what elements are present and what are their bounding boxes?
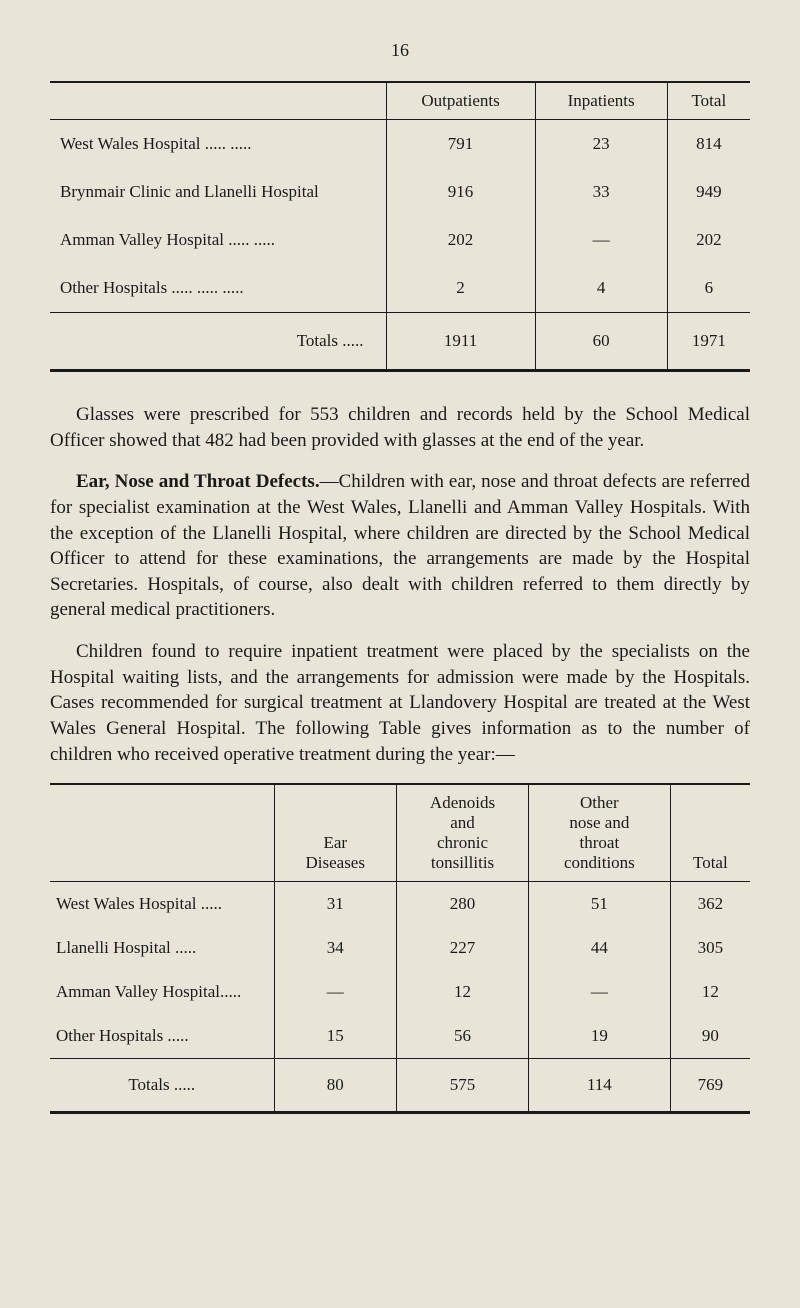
table-row: Brynmair Clinic and Llanelli Hospital 91… xyxy=(50,168,750,216)
table-row: West Wales Hospital ..... 31 280 51 362 xyxy=(50,882,750,927)
table-row: Other Hospitals ..... ..... ..... 2 4 6 xyxy=(50,264,750,313)
table-row: Llanelli Hospital ..... 34 227 44 305 xyxy=(50,926,750,970)
cell-value: 227 xyxy=(396,926,528,970)
cell-value: 280 xyxy=(396,882,528,927)
table1-header-blank xyxy=(50,82,386,120)
cell-value: 23 xyxy=(535,120,667,169)
row-label: Llanelli Hospital ..... xyxy=(50,926,274,970)
cell-value: — xyxy=(274,970,396,1014)
cell-value: 202 xyxy=(386,216,535,264)
totals-value: 60 xyxy=(535,313,667,371)
row-label: Amman Valley Hospital..... xyxy=(50,970,274,1014)
totals-value: 80 xyxy=(274,1059,396,1113)
row-label: Other Hospitals ..... ..... ..... xyxy=(50,264,386,313)
totals-value: 769 xyxy=(670,1059,750,1113)
table2-header-ear: EarDiseases xyxy=(274,784,396,882)
cell-value: 916 xyxy=(386,168,535,216)
paragraph-ear-nose-throat: Ear, Nose and Throat Defects.—Children w… xyxy=(50,469,750,623)
row-label: West Wales Hospital ..... xyxy=(50,882,274,927)
cell-value: 949 xyxy=(667,168,750,216)
cell-value: — xyxy=(529,970,671,1014)
cell-value: 12 xyxy=(396,970,528,1014)
table-row: West Wales Hospital ..... ..... 791 23 8… xyxy=(50,120,750,169)
cell-value: 791 xyxy=(386,120,535,169)
cell-value: 814 xyxy=(667,120,750,169)
cell-value: 305 xyxy=(670,926,750,970)
table1-totals-row: Totals ..... 1911 60 1971 xyxy=(50,313,750,371)
hospital-table-2: EarDiseases Adenoidsandchronictonsilliti… xyxy=(50,783,750,1114)
table-row: Amman Valley Hospital ..... ..... 202 — … xyxy=(50,216,750,264)
paragraph-glasses: Glasses were prescribed for 553 children… xyxy=(50,402,750,453)
cell-value: 33 xyxy=(535,168,667,216)
table2-header-total: Total xyxy=(670,784,750,882)
table1-header-total: Total xyxy=(667,82,750,120)
totals-value: 1971 xyxy=(667,313,750,371)
page-container: 16 Outpatients Inpatients Total West Wal… xyxy=(0,0,800,1164)
table2-header-adenoids: Adenoidsandchronictonsillitis xyxy=(396,784,528,882)
cell-value: 19 xyxy=(529,1014,671,1059)
cell-value: 90 xyxy=(670,1014,750,1059)
page-number: 16 xyxy=(50,40,750,61)
cell-value: 15 xyxy=(274,1014,396,1059)
cell-value: 202 xyxy=(667,216,750,264)
table1-header-inpatients: Inpatients xyxy=(535,82,667,120)
section-heading-bold: Ear, Nose and Throat Defects. xyxy=(76,471,320,492)
totals-value: 575 xyxy=(396,1059,528,1113)
table2-totals-row: Totals ..... 80 575 114 769 xyxy=(50,1059,750,1113)
cell-value: 31 xyxy=(274,882,396,927)
cell-value: 4 xyxy=(535,264,667,313)
row-label: Other Hospitals ..... xyxy=(50,1014,274,1059)
cell-value: 2 xyxy=(386,264,535,313)
table2-header-blank xyxy=(50,784,274,882)
totals-label: Totals ..... xyxy=(50,313,386,371)
cell-value: 34 xyxy=(274,926,396,970)
cell-value: 51 xyxy=(529,882,671,927)
table2-header-other: Othernose andthroatconditions xyxy=(529,784,671,882)
cell-value: 6 xyxy=(667,264,750,313)
table-row: Other Hospitals ..... 15 56 19 90 xyxy=(50,1014,750,1059)
cell-value: 362 xyxy=(670,882,750,927)
table-row: Amman Valley Hospital..... — 12 — 12 xyxy=(50,970,750,1014)
paragraph-text: —Children with ear, nose and throat defe… xyxy=(50,471,750,620)
hospital-table-1: Outpatients Inpatients Total West Wales … xyxy=(50,81,750,372)
cell-value: 56 xyxy=(396,1014,528,1059)
totals-value: 114 xyxy=(529,1059,671,1113)
row-label: West Wales Hospital ..... ..... xyxy=(50,120,386,169)
row-label: Brynmair Clinic and Llanelli Hospital xyxy=(50,168,386,216)
table1-header-outpatients: Outpatients xyxy=(386,82,535,120)
cell-value: 12 xyxy=(670,970,750,1014)
cell-value: 44 xyxy=(529,926,671,970)
paragraph-children-treatment: Children found to require inpatient trea… xyxy=(50,639,750,767)
totals-label: Totals ..... xyxy=(50,1059,274,1113)
totals-value: 1911 xyxy=(386,313,535,371)
cell-value: — xyxy=(535,216,667,264)
row-label: Amman Valley Hospital ..... ..... xyxy=(50,216,386,264)
